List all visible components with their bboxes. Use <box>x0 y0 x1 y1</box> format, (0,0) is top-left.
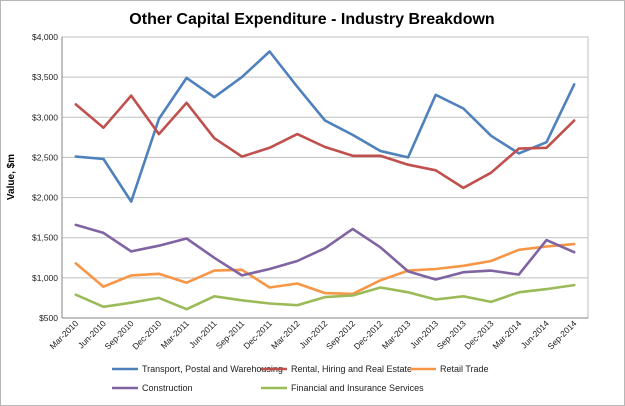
y-tick-label: $1,500 <box>32 233 58 243</box>
x-tick-label: Sep-2010 <box>102 318 135 351</box>
series-line-1 <box>74 50 576 203</box>
legend-label: Financial and Insurance Services <box>291 383 424 393</box>
x-tick-label: Sep-2013 <box>435 318 468 351</box>
x-tick-label: Mar-2010 <box>47 318 80 351</box>
y-tick-label: $1,000 <box>32 273 58 283</box>
y-tick-label: $3,000 <box>32 112 58 122</box>
x-tick-label: Sep-2011 <box>214 318 247 351</box>
x-tick-label: Dec-2013 <box>462 318 495 351</box>
legend-label: Rental, Hiring and Real Estate <box>291 364 412 374</box>
x-tick-label: Mar-2013 <box>380 318 413 351</box>
x-tick-label: Sep-2012 <box>324 318 357 351</box>
x-tick-label: Sep-2014 <box>545 318 578 351</box>
x-tick-label: Dec-2010 <box>130 318 163 351</box>
series-line-3 <box>74 242 576 296</box>
series-line-5 <box>74 283 576 311</box>
x-tick-label: Mar-2014 <box>490 318 523 351</box>
x-tick-label: Mar-2012 <box>269 318 302 351</box>
series-line-4 <box>74 223 576 281</box>
y-axis-title: Value, $m <box>6 154 17 200</box>
y-tick-label: $2,500 <box>32 152 58 162</box>
y-tick-label: $500 <box>39 313 58 323</box>
legend-label: Construction <box>142 383 193 393</box>
x-tick-label: Dec-2012 <box>352 318 385 351</box>
legend-label: Retail Trade <box>440 364 489 374</box>
legend-label: Transport, Postal and Warehousing <box>142 364 283 374</box>
x-tick-label: Mar-2011 <box>159 318 192 351</box>
series-lines <box>74 50 576 311</box>
legend: Transport, Postal and Warehousing Rental,… <box>112 364 489 393</box>
y-tick-label: $4,000 <box>32 32 58 42</box>
series-line-2 <box>74 94 576 190</box>
x-tick-label: Dec-2011 <box>241 318 274 351</box>
y-tick-label: $3,500 <box>32 72 58 82</box>
chart-title: Other Capital Expenditure - Industry Bre… <box>129 11 494 28</box>
axes: $500 $1,000 $1,500 $2,000 $2,500 $3,000 $3,500… <box>32 32 588 351</box>
y-tick-label: $2,000 <box>32 193 58 203</box>
